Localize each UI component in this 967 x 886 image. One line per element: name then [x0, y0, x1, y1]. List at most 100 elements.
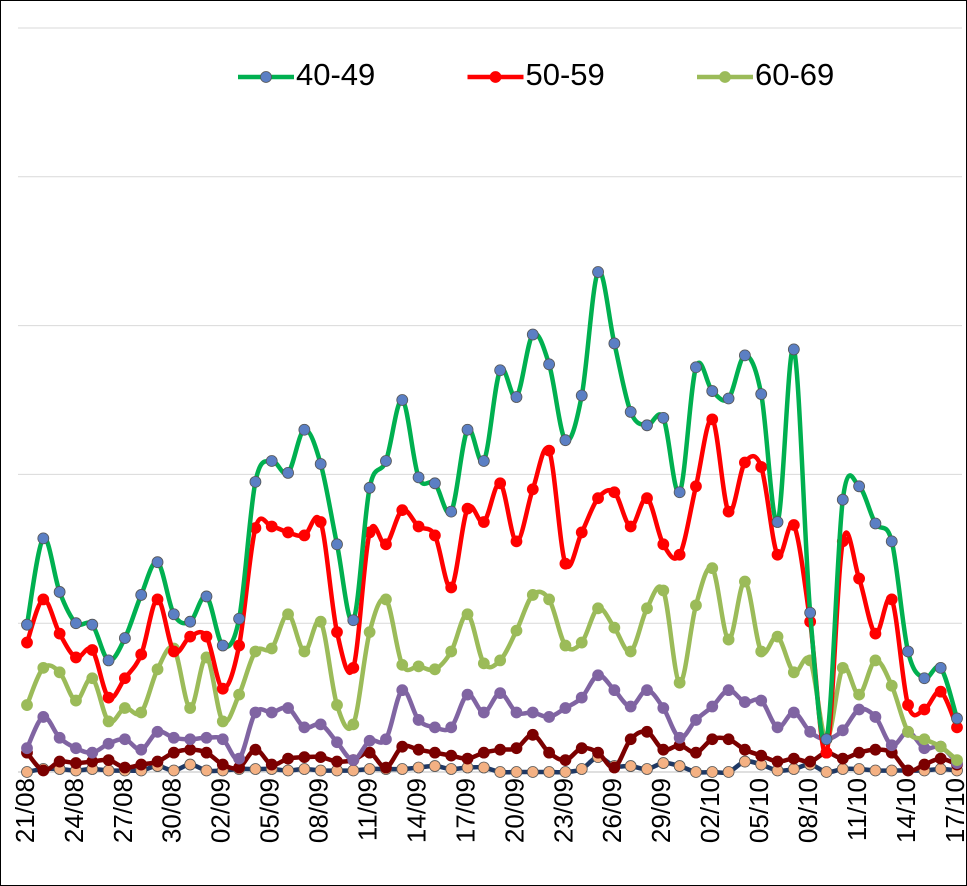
data-point	[477, 516, 490, 528]
data-point	[331, 699, 343, 711]
series	[21, 669, 963, 769]
data-point	[200, 746, 213, 759]
data-point	[477, 761, 490, 774]
data-point	[428, 721, 441, 734]
data-point	[706, 766, 719, 778]
data-point	[641, 602, 653, 615]
data-point	[216, 715, 229, 728]
data-point	[722, 392, 735, 405]
data-point	[428, 760, 441, 772]
data-point	[608, 761, 621, 774]
series-line	[25, 729, 958, 774]
data-point	[347, 661, 360, 674]
data-point	[738, 696, 751, 708]
data-point	[820, 746, 833, 759]
data-point	[53, 755, 66, 768]
data-point	[853, 572, 866, 585]
data-point	[673, 731, 686, 744]
data-point	[314, 751, 327, 764]
data-point	[184, 702, 197, 714]
data-point	[951, 754, 963, 766]
data-point	[853, 688, 866, 701]
data-point	[543, 593, 556, 606]
x-tick-label: 17/10	[940, 778, 967, 843]
data-point	[624, 733, 637, 746]
data-point	[771, 548, 784, 561]
x-tick-label: 24/08	[59, 778, 89, 843]
data-point	[690, 766, 702, 778]
x-tick-label: 05/09	[255, 778, 285, 843]
data-point	[53, 731, 66, 744]
data-point	[494, 766, 507, 778]
data-point	[200, 764, 213, 777]
x-tick-label: 05/10	[744, 778, 774, 843]
data-point	[690, 599, 702, 612]
data-point	[216, 639, 229, 652]
data-point	[934, 661, 947, 674]
data-point	[363, 734, 376, 747]
data-point	[755, 388, 768, 400]
data-point	[853, 703, 866, 716]
data-point	[86, 746, 99, 759]
data-point	[510, 624, 523, 637]
x-tick-label: 14/09	[401, 778, 431, 843]
data-point	[559, 639, 572, 652]
data-point	[755, 461, 768, 473]
data-point	[21, 618, 33, 631]
data-point	[396, 504, 409, 517]
data-point	[249, 743, 262, 756]
data-point	[690, 480, 702, 493]
data-point	[380, 455, 392, 467]
data-point	[461, 423, 474, 436]
data-point	[641, 419, 653, 432]
data-point	[102, 654, 115, 667]
series	[21, 266, 963, 746]
data-point	[657, 702, 670, 714]
data-point	[771, 516, 784, 528]
data-point	[298, 721, 311, 734]
data-point	[167, 731, 180, 744]
data-point	[575, 742, 588, 755]
data-point	[445, 505, 458, 518]
data-point	[869, 743, 882, 756]
data-point	[265, 706, 278, 719]
data-point	[151, 556, 164, 569]
data-point	[787, 519, 800, 531]
data-point	[641, 725, 653, 738]
data-point	[86, 644, 99, 656]
x-tick-label: 11/10	[842, 778, 872, 841]
data-point	[363, 481, 376, 494]
data-point	[706, 733, 719, 746]
data-point	[70, 742, 82, 755]
data-point	[102, 764, 115, 777]
data-point	[298, 763, 311, 775]
data-point	[184, 630, 197, 643]
data-point	[396, 394, 409, 406]
data-point	[934, 740, 947, 753]
data-point	[102, 691, 115, 704]
data-point	[21, 636, 33, 649]
data-point	[167, 645, 180, 658]
data-point	[869, 654, 882, 667]
data-point	[135, 706, 148, 719]
data-point	[347, 718, 360, 731]
data-point	[543, 766, 556, 778]
data-point	[885, 679, 898, 692]
data-point	[543, 746, 556, 759]
data-point	[298, 423, 311, 436]
x-tick-label: 17/09	[450, 778, 480, 843]
data-point	[477, 455, 490, 467]
data-point	[869, 517, 882, 530]
data-point	[804, 606, 817, 619]
data-point	[722, 505, 735, 518]
data-point	[298, 751, 311, 764]
data-point	[249, 475, 262, 488]
data-point	[282, 764, 294, 777]
data-point	[445, 721, 458, 734]
x-tick-label: 02/09	[206, 778, 236, 843]
data-point	[21, 699, 33, 711]
data-point	[53, 586, 66, 598]
data-point	[347, 754, 360, 766]
data-point	[787, 752, 800, 765]
data-point	[363, 746, 376, 759]
